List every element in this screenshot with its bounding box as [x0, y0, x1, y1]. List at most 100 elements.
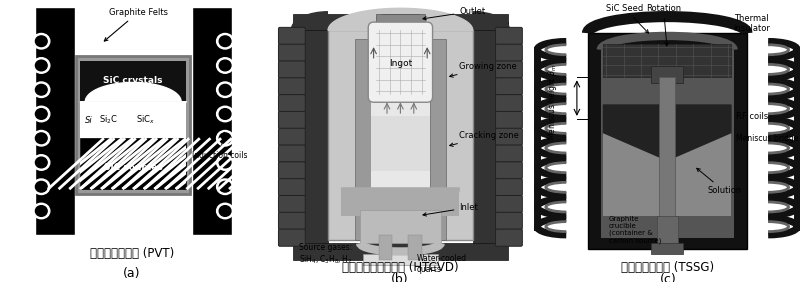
FancyBboxPatch shape: [278, 229, 306, 246]
Circle shape: [217, 155, 234, 170]
Text: RF coils: RF coils: [736, 112, 769, 121]
Circle shape: [35, 84, 47, 95]
Bar: [430, 39, 446, 241]
Text: Si$_2$C: Si$_2$C: [98, 114, 118, 126]
Text: SiC Seed: SiC Seed: [606, 4, 649, 33]
Circle shape: [35, 206, 47, 216]
Bar: [80, 61, 186, 102]
Text: SiC$_x$: SiC$_x$: [136, 114, 155, 126]
Polygon shape: [80, 82, 186, 102]
Text: Growing zone: Growing zone: [450, 62, 517, 77]
Text: Thermal
insulator: Thermal insulator: [734, 14, 770, 33]
Bar: [258, 0, 266, 243]
Text: Solution: Solution: [697, 168, 742, 195]
Bar: [192, 7, 258, 235]
Bar: [587, 33, 747, 249]
Text: Outlet: Outlet: [423, 7, 486, 20]
FancyBboxPatch shape: [278, 78, 306, 95]
FancyBboxPatch shape: [495, 179, 522, 196]
Bar: [360, 210, 441, 243]
Bar: [651, 243, 683, 254]
Bar: [657, 215, 678, 249]
Text: Cracking zone: Cracking zone: [450, 131, 519, 146]
Bar: [294, 243, 508, 260]
Circle shape: [217, 131, 234, 146]
Circle shape: [219, 157, 231, 168]
Text: Source gases:
$\mathrm{SiH_4,C_3H_8,H_2}$: Source gases: $\mathrm{SiH_4,C_3H_8,H_2}…: [298, 243, 352, 266]
Bar: [294, 22, 328, 243]
FancyBboxPatch shape: [278, 27, 306, 45]
FancyBboxPatch shape: [278, 145, 306, 162]
Text: SiC crystals: SiC crystals: [103, 76, 163, 85]
Bar: [294, 14, 508, 30]
Circle shape: [33, 131, 50, 146]
Bar: [328, 30, 473, 241]
Bar: [0, 7, 34, 235]
Text: Ingot: Ingot: [389, 59, 412, 68]
Text: Meniscus height $\beta_m$: Meniscus height $\beta_m$: [546, 64, 559, 140]
Text: (a): (a): [123, 267, 141, 280]
Circle shape: [33, 82, 50, 98]
Text: 高温化学气相沉积法 (HTCVD): 高温化学气相沉积法 (HTCVD): [342, 261, 458, 274]
Bar: [409, 235, 422, 260]
Text: SiC sources: SiC sources: [104, 163, 162, 172]
FancyBboxPatch shape: [278, 44, 306, 61]
Circle shape: [33, 34, 50, 49]
Text: Induction coils: Induction coils: [192, 132, 247, 160]
Text: Si: Si: [86, 116, 93, 125]
Bar: [376, 14, 425, 25]
FancyBboxPatch shape: [278, 128, 306, 145]
Circle shape: [219, 109, 231, 119]
FancyBboxPatch shape: [278, 195, 306, 213]
Circle shape: [217, 106, 234, 122]
Bar: [80, 102, 186, 138]
Bar: [355, 39, 371, 241]
FancyBboxPatch shape: [495, 27, 522, 45]
FancyBboxPatch shape: [278, 162, 306, 179]
Bar: [74, 7, 192, 53]
Text: Water-cooled
quarts: Water-cooled quarts: [417, 254, 466, 274]
Circle shape: [35, 109, 47, 119]
Circle shape: [219, 206, 231, 216]
Circle shape: [217, 34, 234, 49]
Circle shape: [33, 106, 50, 122]
Circle shape: [219, 36, 231, 47]
Text: 物理气相传输法 (PVT): 物理气相传输法 (PVT): [90, 247, 174, 260]
Polygon shape: [603, 105, 731, 160]
Circle shape: [35, 157, 47, 168]
Text: (c): (c): [660, 273, 676, 282]
Circle shape: [35, 181, 47, 192]
Circle shape: [33, 155, 50, 170]
Bar: [0, 0, 266, 7]
Polygon shape: [342, 188, 459, 215]
Circle shape: [219, 60, 231, 71]
Circle shape: [217, 58, 234, 73]
FancyBboxPatch shape: [495, 61, 522, 78]
FancyBboxPatch shape: [495, 44, 522, 61]
Circle shape: [219, 133, 231, 144]
Bar: [232, 7, 266, 235]
FancyBboxPatch shape: [495, 78, 522, 95]
Bar: [74, 194, 192, 235]
FancyBboxPatch shape: [495, 212, 522, 230]
Bar: [8, 7, 74, 235]
Bar: [603, 44, 731, 77]
Circle shape: [35, 133, 47, 144]
Bar: [601, 50, 734, 238]
Circle shape: [33, 203, 50, 219]
FancyBboxPatch shape: [278, 94, 306, 112]
Bar: [379, 235, 392, 260]
Text: Rotation: Rotation: [646, 4, 681, 46]
Circle shape: [219, 84, 231, 95]
Bar: [371, 39, 430, 241]
Circle shape: [217, 203, 234, 219]
Bar: [80, 61, 186, 189]
Circle shape: [217, 179, 234, 195]
FancyBboxPatch shape: [278, 111, 306, 129]
Circle shape: [35, 36, 47, 47]
Bar: [342, 188, 459, 215]
Text: Graphite Felts: Graphite Felts: [104, 8, 168, 41]
Bar: [80, 138, 186, 189]
FancyBboxPatch shape: [278, 179, 306, 196]
Text: Inlet: Inlet: [423, 203, 478, 216]
